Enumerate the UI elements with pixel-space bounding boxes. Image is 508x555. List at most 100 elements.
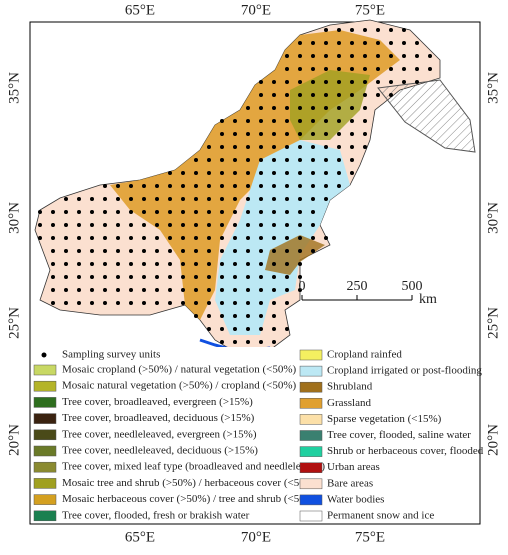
sampling-dot [298,236,302,240]
sampling-dot [259,132,263,136]
lon-label: 65°E [125,2,155,18]
sampling-dot [220,288,224,292]
sampling-dot [246,119,250,123]
sampling-dot [324,236,328,240]
sampling-dot [298,145,302,149]
sampling-dot [350,158,354,162]
sampling-dot [324,54,328,58]
legend-swatch [33,413,57,424]
sampling-dot [194,223,198,227]
sampling-dot [220,314,224,318]
sampling-dot [181,197,185,201]
legend-swatch [299,414,323,425]
sampling-dot [103,184,107,188]
sampling-dot [181,262,185,266]
sampling-dot [285,223,289,227]
sampling-dot [337,106,341,110]
sampling-dot [298,223,302,227]
sampling-dot [220,184,224,188]
sampling-dot [194,210,198,214]
legend-swatch [299,365,323,377]
sampling-dot [259,184,263,188]
sampling-dot [272,93,276,97]
sampling-dot [51,262,55,266]
sampling-dot [285,145,289,149]
sampling-dot [350,80,354,84]
legend-label: Cropland rainfed [327,349,402,361]
legend-swatch [299,430,323,441]
sampling-dot [77,236,81,240]
sampling-dot [285,262,289,266]
sampling-dot [324,158,328,162]
sampling-dot [51,223,55,227]
sampling-dot [428,54,432,58]
sampling-dot [272,314,276,318]
sampling-dot [363,132,367,136]
sampling-dot [103,236,107,240]
irrigated-region [215,140,350,335]
sampling-dot [272,80,276,84]
sampling-dot [129,210,133,214]
legend-label: Tree cover, flooded, fresh or brakish wa… [62,509,250,521]
sampling-dot [285,93,289,97]
sampling-dot [181,210,185,214]
sampling-dot [116,210,120,214]
sampling-dot [129,223,133,227]
sampling-dot [246,249,250,253]
legend-swatch [33,510,57,522]
sampling-dot [350,93,354,97]
sampling-dot [337,171,341,175]
legend-swatch [299,510,323,522]
legend-label: Tree cover, needleleaved, deciduous (>15… [62,445,258,457]
sampling-dot [402,80,406,84]
legend-label: Tree cover, needleleaved, evergreen (>15… [62,428,257,440]
sampling-dot [298,119,302,123]
legend-label: Permanent snow and ice [327,510,434,522]
sampling-dot [64,197,68,201]
sampling-dot [103,301,107,305]
sampling-dot [298,106,302,110]
scale-label: 0 [299,279,306,294]
sampling-dot [246,262,250,266]
sampling-dot [194,184,198,188]
sampling-dot [181,223,185,227]
sampling-dot [77,197,81,201]
sampling-dot [64,249,68,253]
sampling-dot [129,301,133,305]
sampling-dot [324,171,328,175]
sampling-dot [246,132,250,136]
sampling-dot [376,54,380,58]
sampling-dot [311,197,315,201]
sampling-dot [220,223,224,227]
sampling-dot [311,119,315,123]
sampling-dot [90,262,94,266]
sampling-dot [233,327,237,331]
legend-label: Tree cover, broadleaved, evergreen (>15%… [62,396,253,408]
sampling-dot [90,210,94,214]
sampling-dot [220,158,224,162]
sampling-dot [51,236,55,240]
legend-swatch [33,445,57,457]
mosaic-region [290,70,370,140]
sampling-dot [129,262,133,266]
sampling-dot [155,262,159,266]
sampling-dot [298,197,302,201]
sampling-dot [324,197,328,201]
sampling-dot [363,54,367,58]
sampling-dot [259,93,263,97]
sampling-dot [155,210,159,214]
sampling-dot [272,275,276,279]
lon-label: 70°E [241,2,271,18]
legend-swatch [299,446,323,457]
sampling-dot [181,236,185,240]
legend-swatch [33,429,57,441]
sampling-dot [220,210,224,214]
sampling-dot [298,80,302,84]
sampling-dot [168,275,172,279]
sampling-dot [402,41,406,45]
sampling-dot [233,197,237,201]
sampling-dot [298,132,302,136]
legend-label: Mosaic tree and shrub (>50%) / herbaceou… [62,477,318,489]
legend-label: Urban areas [327,461,380,473]
legend-label: Mosaic cropland (>50%) / natural vegetat… [62,364,297,376]
